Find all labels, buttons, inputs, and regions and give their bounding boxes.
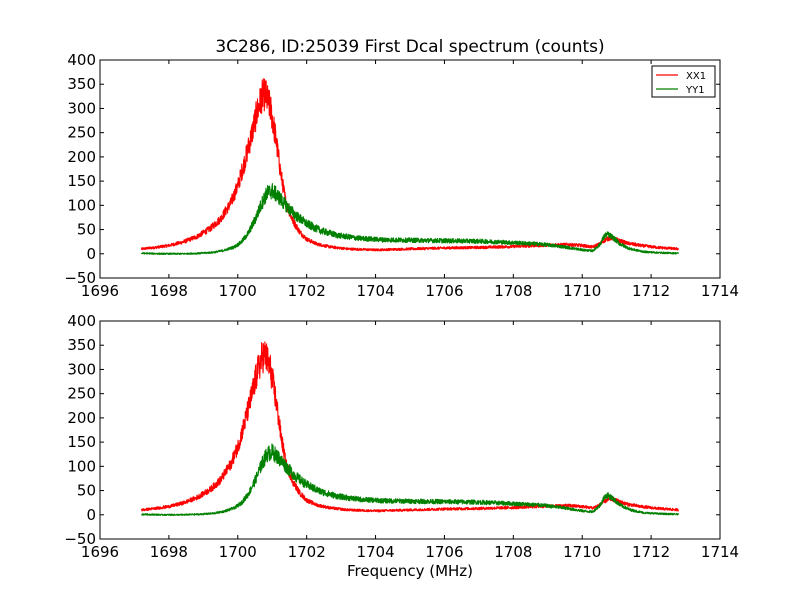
plot-area [140, 341, 679, 517]
x-tick-label: 1704 [356, 282, 394, 300]
x-axis-label: Frequency (MHz) [347, 562, 473, 580]
x-tick-label: 1698 [150, 543, 188, 561]
x-tick-label: 1700 [219, 282, 257, 300]
y-tick-label: 250 [67, 124, 96, 142]
legend-box [651, 65, 716, 98]
y-tick-label: 400 [67, 51, 96, 69]
x-tick-label: 1708 [494, 543, 532, 561]
x-tick-label: 1696 [81, 543, 119, 561]
y-tick-label: −50 [64, 269, 96, 287]
y-tick-label: 50 [77, 221, 96, 239]
series-line-yy1 [140, 183, 679, 256]
y-tick-label: 150 [67, 172, 96, 190]
y-tick-label: 250 [67, 385, 96, 403]
x-tick-label: 1698 [150, 282, 188, 300]
y-tick-label: 100 [67, 457, 96, 475]
x-tick-label: 1702 [288, 543, 326, 561]
y-tick-label: 400 [67, 312, 96, 330]
series-line-series-1 [140, 443, 679, 517]
legend-label-yy1: YY1 [685, 85, 705, 96]
x-tick-label: 1710 [563, 543, 601, 561]
y-tick-label: 0 [86, 245, 96, 263]
y-tick-label: 0 [86, 506, 96, 524]
x-tick-label: 1708 [494, 282, 532, 300]
y-tick-label: −50 [64, 530, 96, 548]
x-tick-label: 1706 [425, 543, 463, 561]
series-line-series-0 [140, 341, 679, 513]
plot-area [140, 78, 679, 256]
y-tick-label: 150 [67, 433, 96, 451]
y-tick-label: 100 [67, 196, 96, 214]
y-tick-label: 200 [67, 409, 96, 427]
y-tick-label: 50 [77, 482, 96, 500]
x-tick-label: 1710 [563, 282, 601, 300]
x-tick-label: 1706 [425, 282, 463, 300]
x-tick-label: 1696 [81, 282, 119, 300]
x-tick-label: 1712 [632, 282, 670, 300]
x-tick-label: 1702 [288, 282, 326, 300]
top-subplot: 3C286, ID:25039 First Dcal spectrum (cou… [64, 37, 739, 300]
x-tick-label: 1712 [632, 543, 670, 561]
axes-frame [99, 320, 721, 540]
y-tick-label: 300 [67, 360, 96, 378]
x-tick-label: 1700 [219, 543, 257, 561]
y-tick-label: 350 [67, 336, 96, 354]
chart-title: 3C286, ID:25039 First Dcal spectrum (cou… [215, 37, 604, 57]
legend-label-xx1: XX1 [686, 71, 706, 82]
x-tick-label: 1714 [701, 543, 739, 561]
axes-frame [99, 59, 721, 279]
y-tick-label: 200 [67, 148, 96, 166]
x-tick-label: 1714 [701, 282, 739, 300]
series-line-xx1 [140, 78, 679, 252]
y-tick-label: 300 [67, 99, 96, 117]
bottom-subplot: Frequency (MHz) 1696 1698 1700 1702 1704 1706… [64, 312, 739, 580]
x-tick-label: 1704 [356, 543, 394, 561]
y-tick-label: 350 [67, 75, 96, 93]
